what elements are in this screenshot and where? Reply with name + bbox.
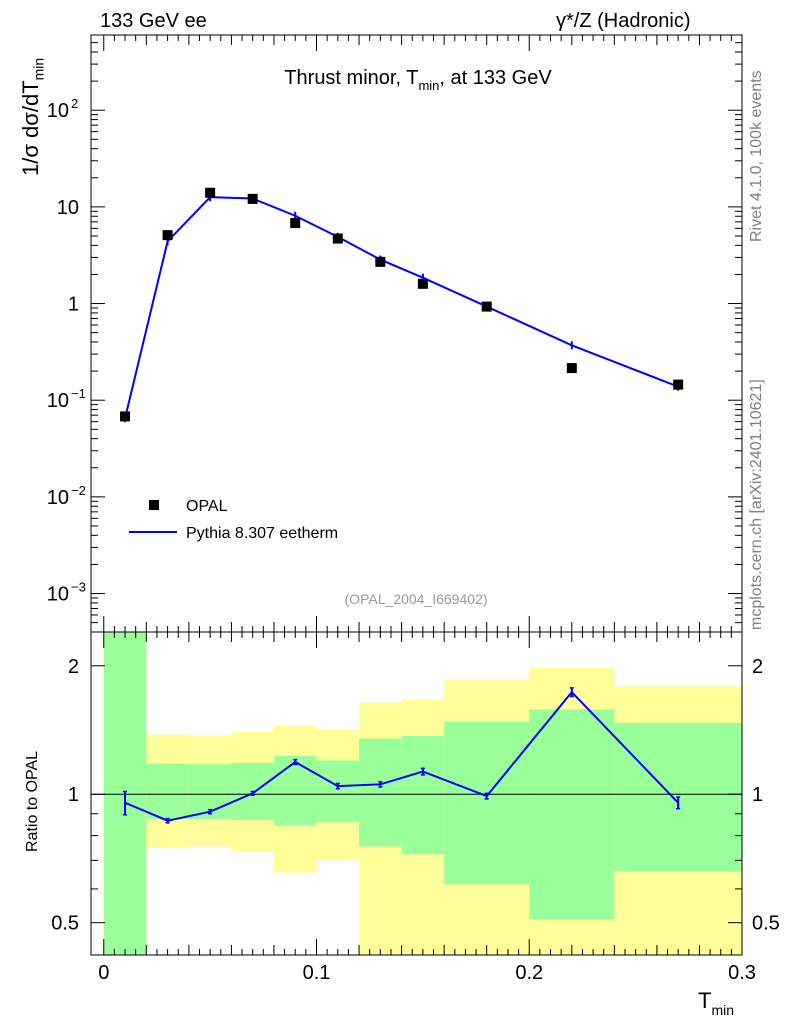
green-band-1 xyxy=(146,763,189,819)
main-y-tick-exponent: 2 xyxy=(71,96,78,111)
green-band-4 xyxy=(273,755,317,826)
main-y-tick-exponent: −2 xyxy=(71,483,86,498)
ratio-curve xyxy=(123,687,681,824)
data-point xyxy=(205,187,216,198)
data-point xyxy=(332,233,343,244)
main-y-tick-label: 10 xyxy=(47,487,69,509)
ratio-y-tick-label-right: 0.5 xyxy=(752,913,780,935)
ratio-y-tick-label-left: 2 xyxy=(68,656,79,678)
header-left: 133 GeV ee xyxy=(100,10,207,32)
analysis-id-label: (OPAL_2004_I669402) xyxy=(345,591,488,607)
ratio-y-tick-label-left: 0.5 xyxy=(51,913,79,935)
data-points xyxy=(120,187,684,422)
x-tick-label: 0.1 xyxy=(303,962,331,984)
data-point xyxy=(290,218,301,229)
green-band-5 xyxy=(316,760,360,823)
main-y-tick-label: 10 xyxy=(47,100,69,122)
main-y-tick-label: 10 xyxy=(47,390,69,412)
green-band-6 xyxy=(359,738,402,847)
data-point xyxy=(417,278,428,289)
x-axis-label: Tmin xyxy=(698,988,734,1018)
main-y-tick-exponent: −1 xyxy=(71,386,86,401)
green-band-9 xyxy=(529,709,615,920)
ratio-uncertainty-bands xyxy=(103,632,742,955)
legend-label-opal: OPAL xyxy=(186,498,228,515)
data-point xyxy=(162,230,173,241)
data-point xyxy=(120,411,131,422)
axis-ticks xyxy=(91,34,743,955)
data-point xyxy=(673,379,684,390)
data-point xyxy=(375,256,386,267)
header-right: γ*/Z (Hadronic) xyxy=(556,10,691,32)
mc-curve xyxy=(124,193,680,423)
legend-label-pythia: Pythia 8.307 eetherm xyxy=(186,525,338,542)
green-band-7 xyxy=(401,735,445,854)
data-point xyxy=(481,301,492,312)
green-band-8 xyxy=(444,721,530,885)
main-frame xyxy=(90,34,743,633)
legend: OPAL Pythia 8.307 eetherm xyxy=(129,498,338,542)
main-y-tick-label: 1 xyxy=(68,294,79,316)
x-tick-label: 0.2 xyxy=(515,962,543,984)
mc-curve-line xyxy=(124,196,679,419)
plot-frames xyxy=(90,34,743,956)
main-y-tick-label: 10 xyxy=(57,197,79,219)
main-y-tick-exponent: −3 xyxy=(71,580,86,595)
ratio-y-tick-label-right: 2 xyxy=(752,656,763,678)
chart-title: Thrust minor, Tmin, at 133 GeV xyxy=(284,67,552,93)
ratio-frame xyxy=(90,631,743,956)
x-tick-label: 0.3 xyxy=(728,962,756,984)
x-tick-label: 0 xyxy=(98,962,109,984)
ratio-y-tick-label-left: 1 xyxy=(68,784,79,806)
data-point xyxy=(566,363,577,374)
data-point xyxy=(247,193,258,204)
main-y-tick-label: 10 xyxy=(47,584,69,606)
legend-marker-opal xyxy=(149,500,159,510)
ratio-y-tick-label-right: 1 xyxy=(752,784,763,806)
